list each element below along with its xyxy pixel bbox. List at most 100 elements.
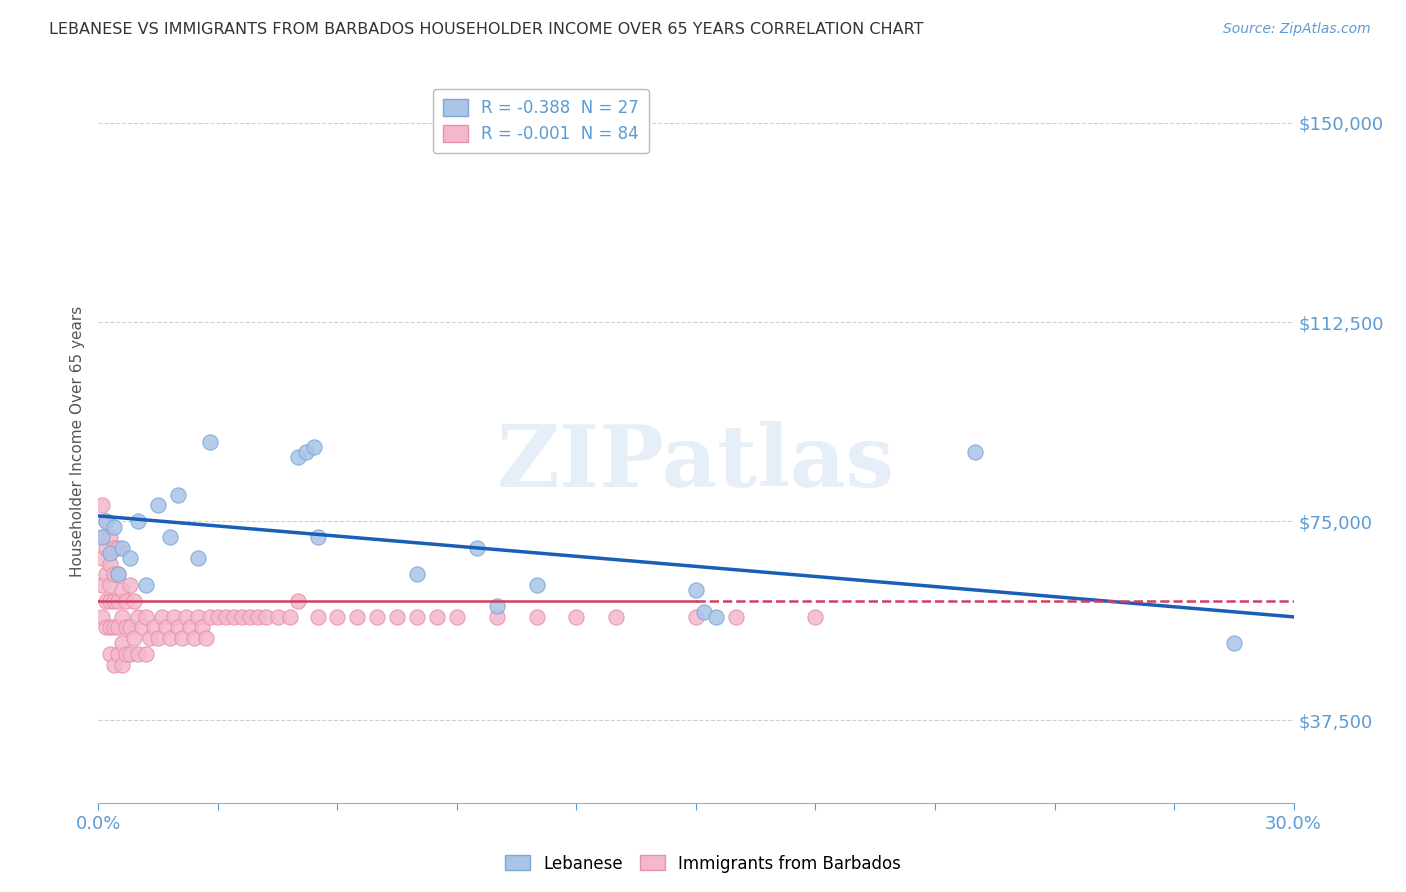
Point (174, 610, 197, 624)
Point (131, 620, 153, 634)
Point (302, 440, 325, 454)
Point (406, 610, 429, 624)
Point (366, 610, 388, 624)
Point (307, 530, 329, 544)
Point (167, 488, 190, 502)
Point (426, 610, 449, 624)
Point (485, 599, 508, 614)
Point (155, 620, 177, 634)
Point (107, 567, 129, 582)
Point (446, 610, 468, 624)
Point (103, 567, 125, 582)
Point (159, 631, 181, 645)
Point (565, 610, 588, 624)
Point (526, 610, 548, 624)
Point (215, 610, 238, 624)
Legend: Lebanese, Immigrants from Barbados: Lebanese, Immigrants from Barbados (498, 848, 908, 880)
Point (96, 620, 118, 634)
Point (385, 610, 409, 624)
Point (120, 647, 142, 661)
Point (120, 620, 142, 634)
Point (294, 445, 316, 459)
Point (346, 610, 368, 624)
Point (115, 594, 138, 608)
Point (254, 610, 277, 624)
Point (143, 620, 166, 634)
Point (465, 541, 488, 555)
Point (98, 546, 122, 560)
Point (278, 610, 301, 624)
Point (526, 578, 548, 592)
Point (96, 514, 118, 528)
Point (150, 610, 173, 624)
Point (198, 610, 221, 624)
Point (163, 610, 186, 624)
Point (685, 610, 707, 624)
Point (693, 605, 716, 619)
Point (187, 610, 209, 624)
Point (804, 610, 827, 624)
Legend: R = -0.388  N = 27, R = -0.001  N = 84: R = -0.388 N = 27, R = -0.001 N = 84 (433, 88, 648, 153)
Point (111, 636, 134, 650)
Point (127, 647, 149, 661)
Text: LEBANESE VS IMMIGRANTS FROM BARBADOS HOUSEHOLDER INCOME OVER 65 YEARS CORRELATIO: LEBANESE VS IMMIGRANTS FROM BARBADOS HOU… (49, 22, 924, 37)
Point (124, 594, 146, 608)
Point (91, 578, 114, 592)
Point (98, 578, 122, 592)
Point (103, 541, 125, 555)
Point (724, 610, 747, 624)
Point (91, 498, 114, 512)
Text: ZIPatlas: ZIPatlas (496, 421, 896, 505)
Point (103, 519, 125, 533)
Point (107, 647, 129, 661)
Point (98, 647, 122, 661)
Point (267, 610, 290, 624)
Point (135, 647, 157, 661)
Point (98, 530, 122, 544)
Point (222, 610, 245, 624)
Point (98, 557, 122, 571)
Point (246, 610, 269, 624)
Point (485, 610, 508, 624)
Point (172, 631, 194, 645)
Point (139, 631, 162, 645)
Point (98, 594, 122, 608)
Point (287, 450, 309, 465)
Point (111, 541, 134, 555)
Point (963, 445, 986, 459)
Point (91, 610, 114, 624)
Point (127, 514, 149, 528)
Point (135, 610, 157, 624)
Point (107, 594, 129, 608)
Point (98, 620, 122, 634)
Point (103, 620, 125, 634)
Point (191, 620, 214, 634)
Point (103, 594, 125, 608)
Point (124, 631, 146, 645)
Point (307, 610, 329, 624)
Point (187, 551, 209, 566)
Point (91, 530, 114, 544)
Point (287, 594, 309, 608)
Point (148, 631, 170, 645)
Point (326, 610, 349, 624)
Point (231, 610, 253, 624)
Point (107, 541, 129, 555)
Point (120, 578, 142, 592)
Point (111, 583, 134, 598)
Point (91, 530, 114, 544)
Point (135, 578, 157, 592)
Point (183, 631, 205, 645)
Point (96, 567, 118, 582)
Point (159, 530, 181, 544)
Point (195, 631, 218, 645)
Point (167, 620, 190, 634)
Point (207, 610, 229, 624)
Point (239, 610, 262, 624)
Point (406, 567, 429, 582)
Point (91, 551, 114, 566)
Text: Source: ZipAtlas.com: Source: ZipAtlas.com (1223, 22, 1371, 37)
Point (605, 610, 627, 624)
Point (120, 551, 142, 566)
Point (148, 498, 170, 512)
